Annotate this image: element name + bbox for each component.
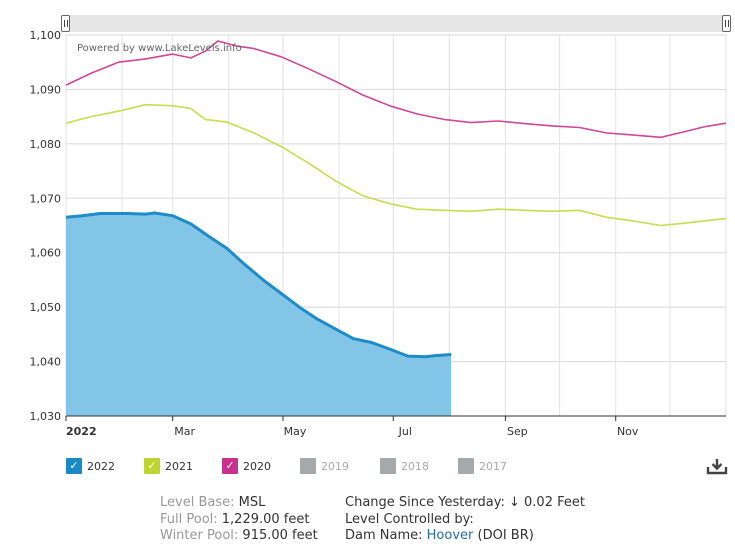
full-pool-row: Full Pool: 1,229.00 feet xyxy=(160,512,318,529)
check-icon: ✓ xyxy=(225,459,235,472)
range-selector-track[interactable] xyxy=(66,15,727,32)
x-tick-label: May xyxy=(284,425,307,438)
legend-item-2022[interactable]: ✓ 2022 xyxy=(66,457,115,475)
chart: 1,030 1,040 1,050 1,060 1,070 1,080 1,090 1,100… xyxy=(30,29,727,438)
down-arrow-icon: ↓ xyxy=(508,495,520,510)
change-label: Change Since Yesterday: xyxy=(345,495,505,510)
x-tick-label: Mar xyxy=(174,425,195,438)
legend-item-2018[interactable]: 2018 xyxy=(380,457,429,475)
download-icon xyxy=(706,459,728,475)
check-icon: ✓ xyxy=(147,459,157,472)
winter-pool-row: Winter Pool: 915.00 feet xyxy=(160,528,318,545)
chart-plot-area xyxy=(65,40,727,416)
y-tick-label: 1,100 xyxy=(30,29,62,42)
y-tick-label: 1,040 xyxy=(30,356,62,369)
winter-pool-value: 915.00 feet xyxy=(242,528,318,543)
series-2022-area xyxy=(66,213,452,416)
legend-item-2019[interactable]: 2019 xyxy=(300,457,349,475)
download-button[interactable] xyxy=(706,457,728,475)
y-tick-label: 1,080 xyxy=(30,138,62,151)
y-tick-label: 1,070 xyxy=(30,192,62,205)
chart-credit[interactable]: Powered by www.LakeLevels.info xyxy=(77,43,242,54)
controlled-row: Level Controlled by: xyxy=(345,512,585,529)
y-tick-label: 1,060 xyxy=(30,247,62,260)
legend-label: 2018 xyxy=(401,459,429,473)
x-tick-label: Sep xyxy=(507,425,528,438)
legend-item-2017[interactable]: 2017 xyxy=(458,457,507,475)
dam-row: Dam Name: Hoover (DOI BR) xyxy=(345,528,585,545)
lake-info-left: Level Base: MSL Full Pool: 1,229.00 feet… xyxy=(160,495,318,545)
x-tick-label: Nov xyxy=(617,425,639,438)
winter-pool-label: Winter Pool: xyxy=(160,528,239,543)
y-tick-label: 1,050 xyxy=(30,301,62,314)
legend-label: 2022 xyxy=(87,459,115,473)
legend-label: 2020 xyxy=(243,459,271,473)
legend-checkbox-2017[interactable] xyxy=(458,458,474,474)
dam-label: Dam Name: xyxy=(345,528,423,543)
full-pool-value: 1,229.00 feet xyxy=(221,511,310,527)
legend-item-2020[interactable]: ✓ 2020 xyxy=(222,457,271,475)
series-2022-line xyxy=(65,211,452,359)
full-pool-label: Full Pool: xyxy=(160,511,218,527)
series-2020-line xyxy=(65,40,727,139)
lake-info-right: Change Since Yesterday: ↓ 0.02 Feet Leve… xyxy=(345,495,585,545)
y-axis: 1,030 1,040 1,050 1,060 1,070 1,080 1,090 1,100 xyxy=(30,29,62,423)
legend-checkbox-2019[interactable] xyxy=(300,458,316,474)
x-tick-label: Jul xyxy=(398,425,412,438)
change-value: 0.02 Feet xyxy=(524,495,585,510)
legend-checkbox-2018[interactable] xyxy=(380,458,396,474)
range-selector-left-handle[interactable] xyxy=(61,15,70,32)
range-selector-right-handle[interactable] xyxy=(722,15,731,32)
change-row: Change Since Yesterday: ↓ 0.02 Feet xyxy=(345,495,585,512)
y-tick-label: 1,030 xyxy=(30,410,62,423)
controlled-label: Level Controlled by: xyxy=(345,511,474,527)
y-tick-label: 1,090 xyxy=(30,83,62,96)
chart-legend: ✓ 2022 ✓ 2021 ✓ 2020 2019 2018 2017 xyxy=(66,457,566,475)
legend-checkbox-2021[interactable]: ✓ xyxy=(144,458,160,474)
level-base-label: Level Base: xyxy=(160,495,235,510)
dam-link[interactable]: Hoover xyxy=(426,528,474,543)
legend-label: 2017 xyxy=(479,459,507,473)
x-tick-label: 2022 xyxy=(66,425,97,438)
x-axis: 2022 Mar May Jul Sep Nov xyxy=(65,415,726,438)
legend-label: 2019 xyxy=(321,459,349,473)
legend-checkbox-2022[interactable]: ✓ xyxy=(66,458,82,474)
legend-label: 2021 xyxy=(165,459,193,473)
level-base-row: Level Base: MSL xyxy=(160,495,318,512)
legend-checkbox-2020[interactable]: ✓ xyxy=(222,458,238,474)
check-icon: ✓ xyxy=(69,459,79,472)
level-base-value: MSL xyxy=(238,495,266,510)
series-2021-line xyxy=(65,103,727,227)
dam-org: (DOI BR) xyxy=(477,528,534,543)
legend-item-2021[interactable]: ✓ 2021 xyxy=(144,457,193,475)
